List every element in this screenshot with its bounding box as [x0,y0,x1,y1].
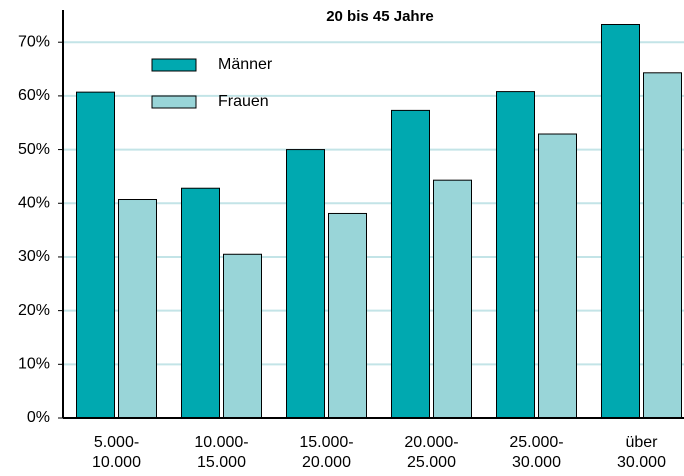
legend-swatch [151,58,197,72]
chart-title: 20 bis 45 Jahre [326,8,434,25]
legend-label: Männer [218,56,273,73]
bar [433,179,472,419]
bar [76,91,115,419]
y-tick-label: 70% [18,33,50,50]
bar [601,23,640,419]
bar [223,253,262,419]
legend-swatch [151,95,197,109]
y-tick-label: 10% [18,356,50,373]
bar [328,212,367,419]
bar [538,133,577,419]
bar [496,91,535,419]
y-tick-label: 60% [18,87,50,104]
y-tick-label: 30% [18,248,50,265]
x-tick-label: 10.000-15.000 [194,434,248,471]
x-tick-label: 20.000-25.000 [404,434,458,471]
bar [391,109,430,419]
bar [118,199,157,419]
y-tick-label: 20% [18,302,50,319]
x-tick-label: über 30.000 [617,434,666,471]
y-tick-label: 0% [27,409,50,426]
x-tick-label: 15.000-20.000 [299,434,353,471]
y-tick-label: 50% [18,141,50,158]
bar [181,187,220,419]
legend-label: Frauen [218,93,269,110]
x-tick-label: 5.000-10.000 [92,434,141,471]
bar [286,149,325,419]
x-tick-label: 25.000-30.000 [509,434,563,471]
bar [643,72,682,419]
y-tick-label: 40% [18,194,50,211]
